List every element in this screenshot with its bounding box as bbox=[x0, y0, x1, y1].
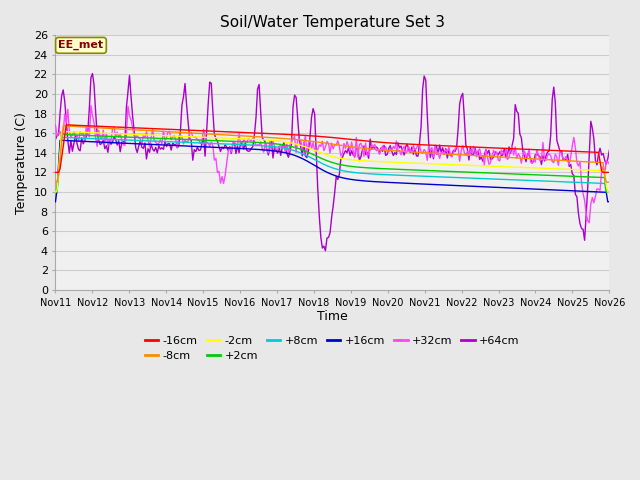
Y-axis label: Temperature (C): Temperature (C) bbox=[15, 112, 28, 214]
Text: EE_met: EE_met bbox=[58, 40, 104, 50]
Title: Soil/Water Temperature Set 3: Soil/Water Temperature Set 3 bbox=[220, 15, 445, 30]
X-axis label: Time: Time bbox=[317, 310, 348, 324]
Legend: -16cm, -8cm, -2cm, +2cm, +8cm, +16cm, +32cm, +64cm: -16cm, -8cm, -2cm, +2cm, +8cm, +16cm, +3… bbox=[141, 331, 524, 366]
